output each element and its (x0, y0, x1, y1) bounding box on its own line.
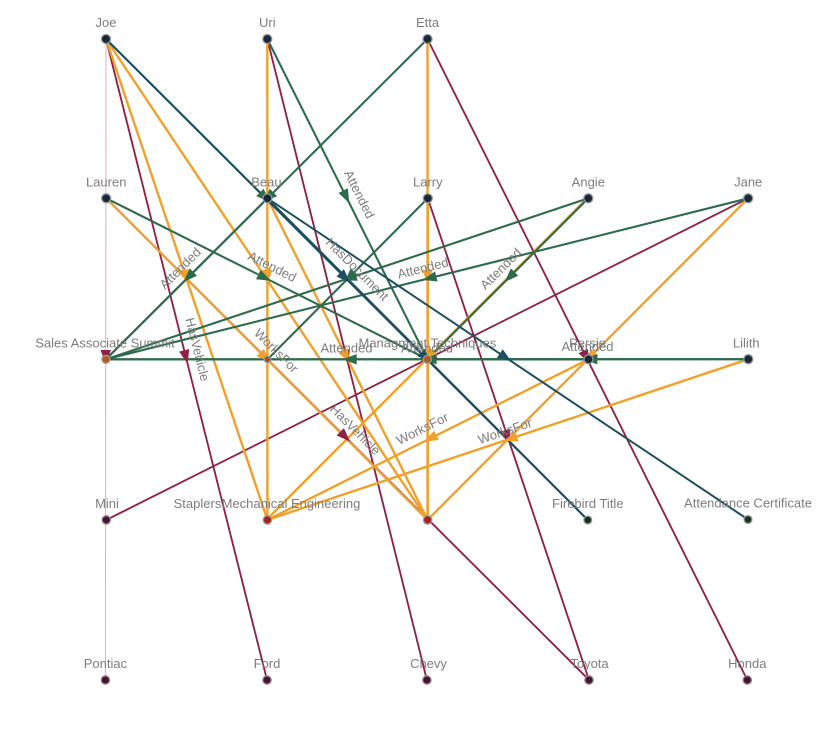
svg-text:Jane: Jane (734, 174, 762, 189)
svg-text:Lauren: Lauren (86, 174, 126, 189)
svg-text:Joe: Joe (96, 15, 117, 30)
svg-text:Lilith: Lilith (733, 335, 760, 350)
svg-text:Attended: Attended (401, 341, 453, 356)
svg-text:Firebird Title: Firebird Title (552, 496, 624, 511)
svg-text:Mechanical Engineering: Mechanical Engineering (222, 496, 361, 511)
svg-text:Sales Associate Summit: Sales Associate Summit (35, 335, 175, 350)
svg-text:Attendance Certificate: Attendance Certificate (684, 496, 812, 511)
svg-text:Etta: Etta (416, 15, 440, 30)
svg-text:Uri: Uri (259, 15, 276, 30)
svg-text:Honda: Honda (728, 656, 767, 671)
svg-text:Attended: Attended (561, 339, 613, 354)
svg-text:Chevy: Chevy (410, 656, 447, 671)
svg-text:Staplers: Staplers (174, 496, 222, 511)
svg-text:Ford: Ford (254, 656, 281, 671)
svg-text:Beau: Beau (251, 174, 281, 189)
svg-text:Toyota: Toyota (570, 656, 609, 671)
svg-text:Mini: Mini (95, 496, 119, 511)
svg-text:Attended: Attended (320, 340, 372, 355)
svg-text:Pontiac: Pontiac (84, 656, 128, 671)
svg-text:Larry: Larry (413, 174, 443, 189)
svg-text:Angie: Angie (572, 174, 605, 189)
